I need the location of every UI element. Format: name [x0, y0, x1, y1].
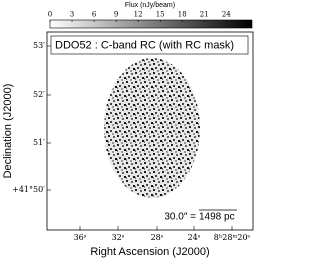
- colorbar-tick-label: 6: [92, 11, 97, 19]
- y-tick-label: 51′: [33, 138, 45, 147]
- figure: Flux (nJy/beam) DDO52 : C-band RC (with …: [2, 2, 254, 258]
- colorbar-tick-label: 12: [134, 11, 143, 19]
- title-box: [50, 35, 249, 55]
- x-tick-label: 32ˢ: [112, 233, 125, 242]
- x-tick-label: 36ˢ: [74, 233, 87, 242]
- colorbar-tick-label: 18: [178, 11, 187, 19]
- y-tick-label: 53′: [33, 41, 45, 50]
- colorbar-tick-label: 9: [114, 11, 118, 19]
- y-axis-label: Declination (J2000): [2, 84, 14, 179]
- scalebar-angle: 30.0″ =: [164, 212, 196, 223]
- x-tick-label: 8ʰ28ᵐ20ˢ: [214, 233, 251, 242]
- title: DDO52 : C-band RC (with RC mask): [55, 39, 234, 51]
- radio-image: [104, 58, 200, 198]
- colorbar-tick-label: 21: [200, 11, 209, 19]
- x-tick-label: 28ˢ: [151, 233, 164, 242]
- y-tick-label: 52′: [33, 90, 45, 99]
- x-tick-label: 24ˢ: [188, 233, 201, 242]
- colorbar: [49, 19, 253, 29]
- scalebar-length: 1498 pc: [199, 212, 235, 223]
- colorbar-tick-label: 15: [156, 11, 165, 19]
- colorbar-label: Flux (nJy/beam): [125, 2, 175, 9]
- colorbar-tick-label: 24: [222, 11, 231, 19]
- x-axis-label: Right Ascension (J2000): [90, 246, 209, 258]
- colorbar-tick-label: 0: [48, 11, 52, 19]
- colorbar-tick-label: 3: [70, 11, 74, 19]
- y-tick-label: +41°50′: [12, 185, 45, 194]
